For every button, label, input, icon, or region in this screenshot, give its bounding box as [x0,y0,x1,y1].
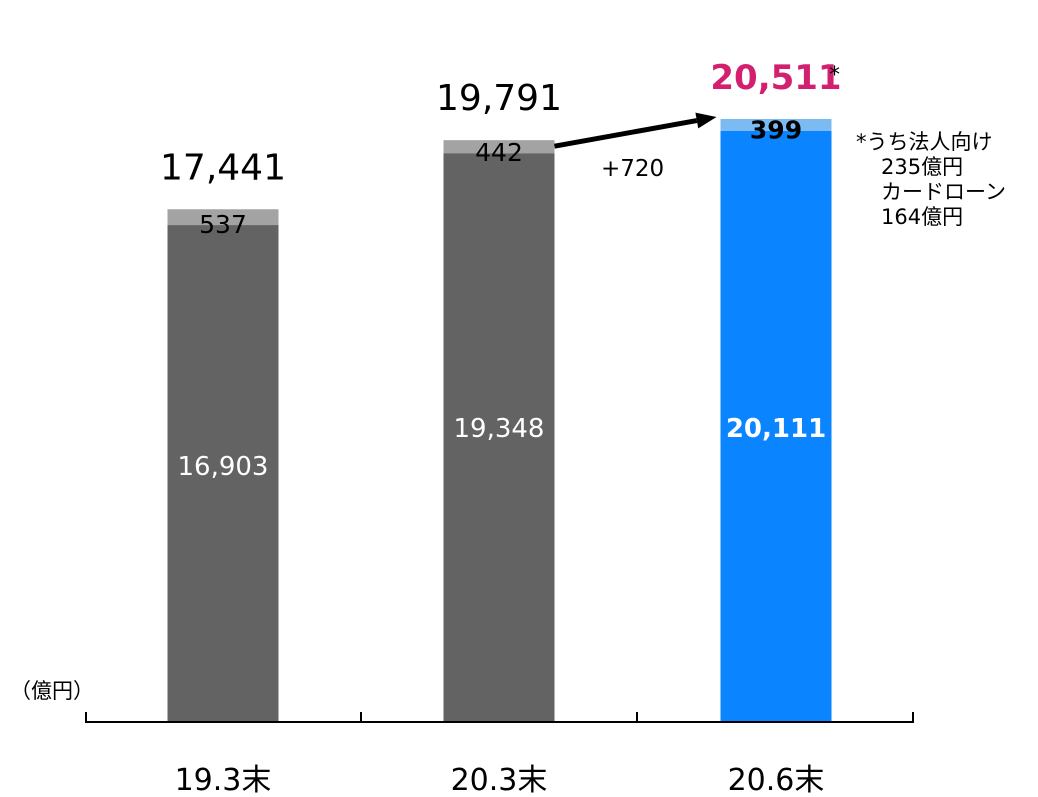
bar-base [167,225,279,722]
total-value-label: 17,441 [160,147,286,188]
chart-marks: 16,903 537 17,441 19,348 442 19,791 20,111 399 2… [160,58,842,723]
change-label: +720 [601,156,664,182]
bar-base [720,130,832,723]
category-tick-label: 20.6末 [728,763,825,797]
base-value-label: 19,348 [454,414,545,444]
x-axis: 19.3末 20.3末 20.6末 [85,712,914,797]
footnote-line: 235億円 [881,155,964,179]
bar-base [443,153,555,722]
unit-label: （億円） [10,679,94,703]
footnote-line: *うち法人向け [856,130,993,154]
category-tick-label: 20.3末 [451,763,548,797]
bar-top [720,119,832,131]
change-arrow-head [695,112,717,129]
note-marker: * [829,63,840,88]
bar-top [443,140,555,154]
category-tick-label: 19.3末 [175,763,272,797]
base-value-label: 20,111 [726,414,826,444]
base-value-label: 16,903 [178,452,269,482]
change-arrow [554,118,698,149]
footnote-line: カードローン [881,180,1006,204]
total-value-label: 20,511 [710,58,841,98]
bar-top [167,209,279,226]
footnote: *うち法人向け 235億円 カードローン 164億円 [856,130,1006,230]
footnote-line: 164億円 [881,205,964,229]
top-value-label: 537 [199,210,247,239]
top-value-label: 442 [475,138,523,167]
total-value-label: 19,791 [436,78,562,119]
top-value-label: 399 [750,116,802,145]
